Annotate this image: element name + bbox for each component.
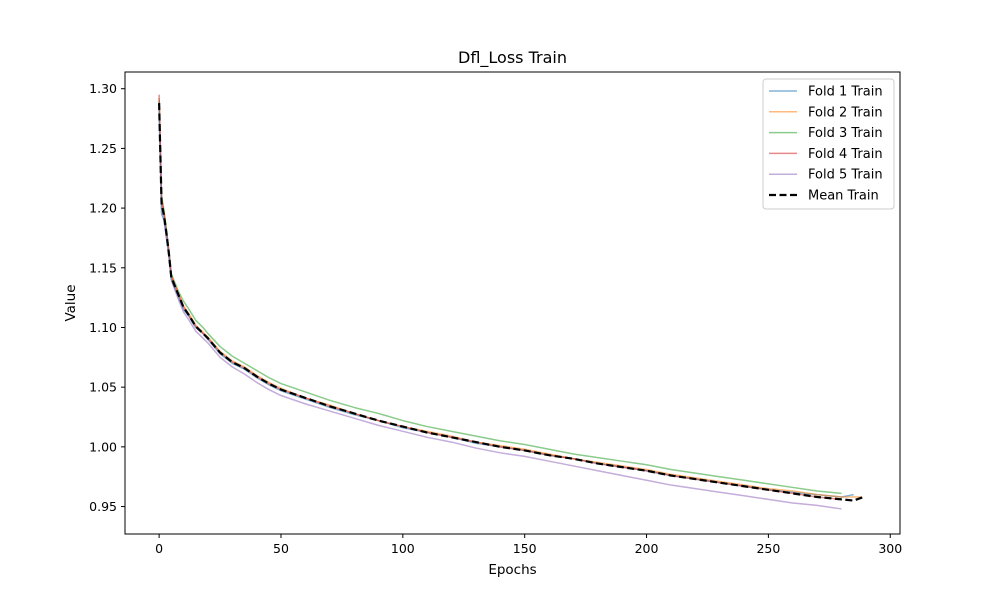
y-tick-label: 1.20 [89,201,117,216]
legend-label-2: Fold 2 Train [808,105,883,120]
y-tick-label: 1.05 [89,380,117,395]
plot-frame [124,71,901,535]
y-tick-label: 0.95 [89,499,117,514]
legend-label-1: Fold 1 Train [808,85,883,100]
series-line-5 [158,106,842,510]
chart-title: Dfl_Loss Train [458,48,567,68]
series-line-3 [158,100,842,495]
x-tick-label: 150 [513,541,537,556]
legend-label-4: Fold 4 Train [808,147,883,162]
y-tick-label: 1.15 [89,260,117,275]
legend-label-6: Mean Train [808,189,879,204]
x-tick-label: 100 [391,541,415,556]
x-tick-label: 250 [756,541,780,556]
legend-label-5: Fold 5 Train [808,168,883,183]
y-axis-label: Value [63,284,79,321]
y-axis: 0.95 1.00 1.05 1.10 1.15 1.20 1.25 1.30 [89,81,125,514]
series-layer [158,94,864,510]
x-tick-label: 50 [273,541,289,556]
x-tick-label: 0 [155,541,163,556]
legend-label-3: Fold 3 Train [808,126,883,141]
y-tick-label: 1.10 [89,320,117,335]
y-tick-label: 1.25 [89,141,117,156]
x-axis-label: Epochs [488,562,536,578]
y-tick-label: 1.00 [89,439,117,454]
x-tick-label: 200 [635,541,659,556]
x-tick-label: 300 [878,541,902,556]
legend-items: Fold 1 Train Fold 2 Train Fold 3 Train Fold… [769,85,883,204]
y-tick-label: 1.30 [89,81,117,96]
x-axis: 0 50 100 150 200 250 300 [155,534,902,556]
legend: Fold 1 Train Fold 2 Train Fold 3 Train Fold… [762,78,895,210]
series-line-6 [158,103,864,502]
